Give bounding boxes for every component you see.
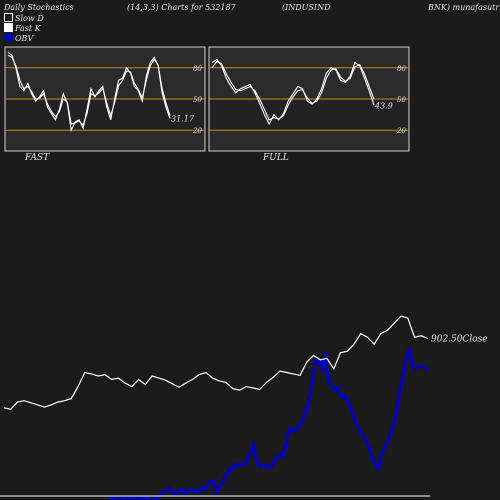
fast-tick-label-80: 80 xyxy=(193,65,202,73)
fast-panel-band xyxy=(6,99,204,131)
legend-slow-d: Slow D xyxy=(4,13,44,23)
legend-obv-swatch xyxy=(4,33,13,42)
close-value-label: 902.50Close xyxy=(431,335,488,345)
chart-symbol: (INDUSIND xyxy=(282,3,331,12)
full-panel-label: FULL xyxy=(262,153,289,163)
fast-last-value-label: 31.17 xyxy=(171,115,195,124)
obv-line xyxy=(105,347,429,500)
full-tick-label-20: 20 xyxy=(396,127,406,135)
chart-company: BNK) munafasutr xyxy=(428,3,500,12)
legend-fast-k: Fast K xyxy=(4,23,41,33)
legend-fast-swatch xyxy=(4,23,13,32)
full-series-slow-d xyxy=(211,60,375,121)
chart-params: (14,3,3) Charts for 532187 xyxy=(127,3,236,12)
chart-title: Daily Stochastics xyxy=(4,3,74,12)
close-price-line xyxy=(3,315,429,410)
fast-panel-label: FAST xyxy=(24,153,50,163)
legend-obv: OBV xyxy=(4,33,33,43)
fast-series-slow-d xyxy=(7,54,171,127)
legend-obv-label: OBV xyxy=(15,34,34,43)
legend-slow-label: Slow D xyxy=(15,14,44,23)
legend-fast-label: Fast K xyxy=(15,24,41,33)
full-tick-label-80: 80 xyxy=(397,65,406,73)
full-last-value-label: 43.9 xyxy=(374,101,393,110)
fast-tick-label-50: 50 xyxy=(193,96,202,104)
fast-tick-label-20: 20 xyxy=(192,127,202,135)
full-tick-label-50: 50 xyxy=(397,96,406,104)
legend-slow-swatch xyxy=(4,13,13,22)
full-panel-band xyxy=(210,99,408,131)
